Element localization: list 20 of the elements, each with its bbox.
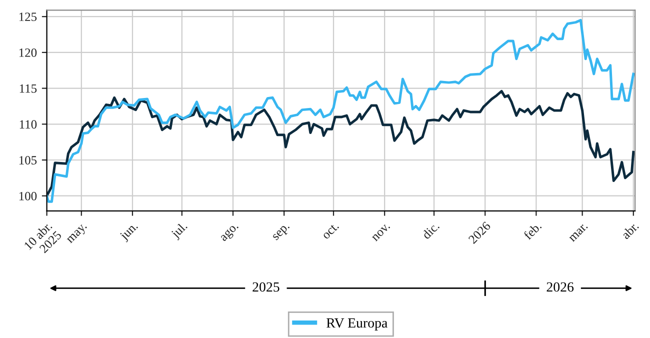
y-tick-label: 100	[19, 192, 37, 200]
x-tick-label: jul.	[170, 221, 190, 240]
x-tick-label: jun.	[119, 221, 140, 242]
y-tick-label: 120	[19, 48, 37, 57]
text: 2026	[546, 282, 574, 292]
x-tick-label: abr.	[620, 221, 640, 240]
x-tick-label: may.	[66, 223, 89, 246]
y-tick-label: 115	[20, 84, 37, 93]
y-tick-label: 105	[19, 156, 37, 164]
x-tick-label: oct.	[322, 222, 340, 240]
text: 2025	[252, 282, 280, 292]
y-tick-label: 110	[20, 120, 37, 129]
y-tick-label: 125	[19, 12, 37, 22]
x-tick-label: mar.	[569, 223, 588, 242]
x-tick-label: dic.	[421, 221, 440, 240]
legend-label: RV Europa	[326, 318, 388, 330]
x-tick-label: sep.	[272, 223, 292, 242]
x-tick-label: nov.	[372, 223, 390, 242]
x-tick-label: feb.	[522, 221, 542, 240]
x-tick-label: ago.	[220, 222, 240, 244]
